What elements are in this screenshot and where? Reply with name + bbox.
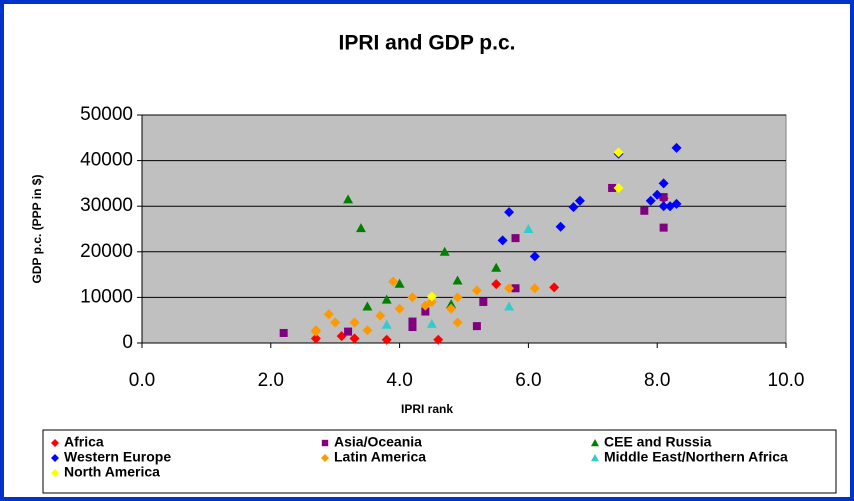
point (375, 310, 386, 321)
point (659, 223, 668, 232)
point (504, 301, 515, 311)
point (658, 178, 669, 189)
point (420, 300, 431, 311)
point (433, 334, 444, 345)
point (472, 322, 481, 331)
point (613, 147, 624, 158)
point (497, 235, 508, 246)
point (407, 292, 418, 303)
point (452, 317, 463, 328)
point (504, 283, 515, 294)
point (511, 234, 520, 243)
x-tick-label: 6.0 (515, 370, 541, 391)
legend-label: Latin America (334, 449, 426, 465)
legend-marker (591, 439, 599, 447)
y-tick-label: 40000 (80, 150, 133, 171)
y-tick-label: 20000 (80, 241, 133, 262)
x-tick-label: 10.0 (768, 370, 805, 391)
point (613, 182, 624, 193)
point (491, 279, 502, 290)
legend-marker (591, 454, 599, 462)
point (549, 282, 560, 293)
point (645, 195, 656, 206)
point (421, 307, 430, 316)
point (394, 303, 405, 314)
y-tick-label: 50000 (80, 104, 133, 125)
point (608, 183, 617, 192)
legend-marker (321, 454, 329, 462)
x-tick-label: 2.0 (258, 370, 284, 391)
point (479, 297, 488, 306)
point (381, 294, 392, 304)
point (652, 189, 663, 200)
y-tick-label: 0 (122, 332, 133, 353)
point (394, 278, 405, 288)
point (323, 309, 334, 320)
point (529, 251, 540, 262)
point (446, 299, 457, 309)
point (362, 301, 373, 311)
legend-marker (51, 454, 59, 462)
x-tick-label: 0.0 (129, 370, 155, 391)
point (574, 195, 585, 206)
point (408, 317, 417, 326)
point (452, 292, 463, 303)
legend-marker (51, 469, 59, 477)
legend-label: Western Europe (64, 449, 171, 465)
point (659, 193, 668, 202)
point (671, 142, 682, 153)
point (330, 317, 341, 328)
legend-label: Africa (64, 434, 104, 450)
x-tick-label: 8.0 (644, 370, 670, 391)
y-tick-label: 10000 (80, 286, 133, 307)
point (658, 201, 669, 212)
point (439, 246, 450, 256)
point (362, 325, 373, 336)
point (511, 284, 520, 293)
point (640, 206, 649, 215)
point (355, 223, 366, 233)
point (310, 326, 321, 337)
point (344, 327, 353, 336)
point (523, 224, 534, 233)
point (452, 275, 463, 285)
point (671, 198, 682, 209)
point (381, 334, 392, 345)
plot-area (141, 114, 787, 344)
point (568, 202, 579, 213)
point (504, 207, 515, 218)
x-axis-title: IPRI rank (401, 402, 453, 416)
point (529, 283, 540, 294)
point (555, 221, 566, 232)
x-tick-label: 4.0 (386, 370, 412, 391)
point (426, 291, 437, 302)
point (426, 318, 437, 328)
point (381, 319, 392, 329)
point (388, 276, 399, 287)
point (446, 303, 457, 314)
point (408, 323, 417, 332)
point (349, 333, 360, 344)
legend (42, 429, 837, 494)
point (349, 317, 360, 328)
legend-marker (51, 439, 59, 447)
point (310, 333, 321, 344)
y-tick-label: 30000 (80, 195, 133, 216)
point (471, 285, 482, 296)
legend-label: Middle East/Northern Africa (604, 449, 788, 465)
legend-label: North America (64, 464, 160, 480)
y-axis-title: GDP p.c. (PPP in $) (30, 175, 44, 284)
legend-marker (321, 439, 329, 447)
legend-label: Asia/Oceania (334, 434, 422, 450)
legend-label: CEE and Russia (604, 434, 712, 450)
point (491, 262, 502, 272)
point (279, 328, 288, 337)
chart-title: IPRI and GDP p.c. (339, 32, 516, 55)
point (343, 194, 354, 204)
point (426, 296, 437, 307)
